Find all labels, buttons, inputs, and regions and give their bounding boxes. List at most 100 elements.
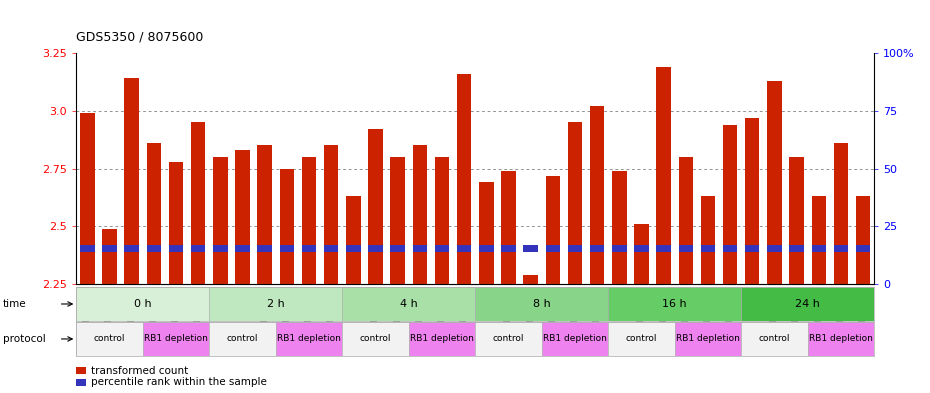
Text: GDS5350 / 8075600: GDS5350 / 8075600 [76,30,204,43]
Text: 8 h: 8 h [533,299,551,309]
Bar [608,287,741,321]
Bar [76,322,143,356]
Bar [125,245,139,252]
Bar [790,157,804,284]
Text: control: control [360,334,392,343]
Bar [541,322,608,356]
Bar [634,245,648,252]
Bar [213,245,228,252]
Bar [102,229,116,284]
Bar [324,145,339,284]
Bar [235,245,249,252]
Text: time: time [3,299,26,309]
Bar [302,157,316,284]
Bar [191,245,206,252]
Bar [657,67,671,284]
Bar [125,79,139,284]
Bar [80,245,95,252]
Bar [479,182,494,284]
Bar [280,245,294,252]
Text: control: control [493,334,525,343]
Text: control: control [94,334,126,343]
Bar [590,245,604,252]
Bar [546,245,560,252]
Bar [612,245,627,252]
Bar [209,287,342,321]
Bar [413,145,427,284]
Bar [275,322,342,356]
Bar [342,287,475,321]
Bar [147,245,161,252]
Bar [302,245,316,252]
Bar [701,196,715,284]
Bar [590,106,604,284]
Bar [408,322,475,356]
Bar [280,169,294,284]
Text: protocol: protocol [3,334,46,344]
Bar [767,81,781,284]
Text: RB1 depletion: RB1 depletion [676,334,740,343]
Bar [80,113,95,284]
Bar [368,245,382,252]
Bar [346,196,361,284]
Bar [723,125,737,284]
Bar [76,287,209,321]
Bar [342,322,408,356]
Bar [235,150,249,284]
Bar [608,322,674,356]
Bar [413,245,427,252]
Bar [324,245,339,252]
Text: control: control [759,334,790,343]
Bar [213,157,228,284]
Bar [435,157,449,284]
Bar [741,322,807,356]
Bar [679,157,693,284]
Bar [475,322,541,356]
Bar [767,245,781,252]
Bar [723,245,737,252]
Bar [346,245,361,252]
Bar [657,245,671,252]
Text: percentile rank within the sample: percentile rank within the sample [91,377,267,387]
Bar [191,122,206,284]
Bar [391,157,405,284]
Text: control: control [626,334,658,343]
Text: 24 h: 24 h [795,299,820,309]
Bar [834,245,848,252]
Text: RB1 depletion: RB1 depletion [410,334,474,343]
Bar [524,275,538,284]
Bar [258,145,272,284]
Bar [209,322,275,356]
Bar [679,245,693,252]
Text: RB1 depletion: RB1 depletion [144,334,208,343]
Text: 2 h: 2 h [267,299,285,309]
Text: 4 h: 4 h [400,299,418,309]
Bar [612,171,627,284]
Bar [674,322,741,356]
Bar [812,196,826,284]
Bar [479,245,494,252]
Text: RB1 depletion: RB1 depletion [277,334,341,343]
Bar [812,245,826,252]
Bar [501,245,515,252]
Bar [391,245,405,252]
Bar [745,118,760,284]
Bar [142,322,209,356]
Text: 16 h: 16 h [662,299,687,309]
Bar [807,322,874,356]
Text: RB1 depletion: RB1 depletion [543,334,607,343]
Bar [457,245,472,252]
Bar [169,162,183,284]
Bar [856,245,870,252]
Bar [745,245,760,252]
Text: control: control [227,334,259,343]
Bar [856,196,870,284]
Bar [741,287,874,321]
Bar [102,245,116,252]
Bar [169,245,183,252]
Bar [701,245,715,252]
Bar [435,245,449,252]
Bar [568,245,582,252]
Bar [457,74,472,284]
Bar [524,245,538,252]
